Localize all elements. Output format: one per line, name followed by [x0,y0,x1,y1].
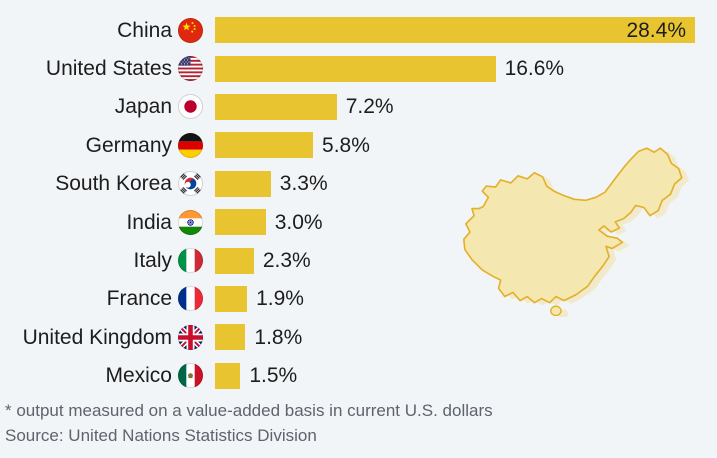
bar [215,55,496,82]
bar-row: India 3.0% [0,203,717,241]
value-label: 28.4% [626,18,686,42]
bar-row: Germany 5.8% [0,126,717,164]
united-kingdom-flag-icon [178,324,203,350]
bar-row: United States 16.6% [0,49,717,87]
bar-row: France 1.9% [0,280,717,318]
value-label: 1.8% [254,325,303,349]
bar [215,362,241,389]
country-label: China [117,18,172,42]
bar-chart: China 28.4% United States 16.6 [0,11,717,395]
country-label: Japan [114,95,172,119]
mexico-flag-icon [178,363,203,389]
bar [215,132,314,159]
value-label: 2.3% [262,249,311,273]
bar-row: United Kingdom 1.8% [0,318,717,356]
source-text: Source: United Nations Statistics Divisi… [5,425,317,445]
country-label: United Kingdom [22,325,172,349]
value-label: 3.0% [274,210,323,234]
value-label: 16.6% [504,57,565,81]
value-label: 1.5% [249,364,298,388]
united-states-flag-icon [178,56,203,82]
france-flag-icon [178,286,203,312]
footnote-text: * output measured on a value-added basis… [5,401,493,420]
china-map-graphic [462,147,689,317]
value-label: 1.9% [256,287,304,311]
italy-flag-icon [178,248,203,274]
country-label: South Korea [55,172,172,196]
bar-row: Mexico 1.5% [0,357,717,395]
bar [215,170,271,197]
chart-footer: * output measured on a value-added basis… [5,399,707,448]
value-label: 7.2% [345,95,394,119]
value-label: 3.3% [279,172,328,196]
country-label: Italy [133,249,172,273]
south-korea-flag-icon [178,171,203,197]
bar [215,93,337,120]
country-label: India [126,210,172,234]
country-label: Mexico [105,364,172,388]
country-label: France [106,287,172,311]
value-label: 5.8% [322,133,370,157]
bar [215,285,248,312]
bar [215,247,254,274]
bar-row: Italy 2.3% [0,241,717,279]
india-flag-icon [178,209,203,235]
germany-flag-icon [178,132,203,158]
country-label: Germany [85,133,172,157]
bar [215,209,266,236]
bar-row: South Korea 3.3% [0,165,717,203]
bar-row: China 28.4% [0,11,717,49]
bar-row: Japan 7.2% [0,88,717,126]
china-flag-icon [178,17,203,43]
bar [215,324,246,351]
country-label: United States [45,57,172,81]
japan-flag-icon [178,94,203,120]
bar [215,17,695,44]
